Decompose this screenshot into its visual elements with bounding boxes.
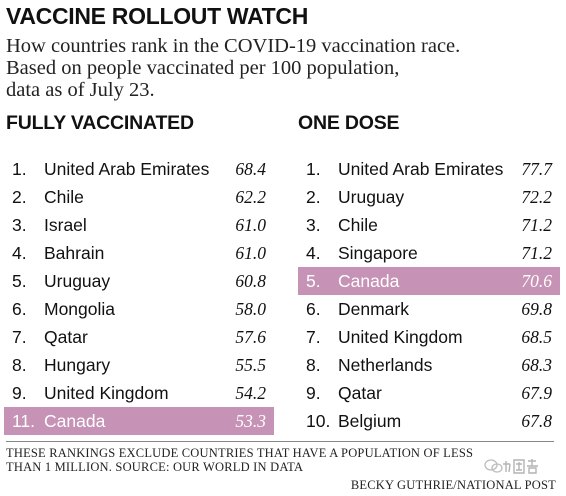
value-label: 68.3 xyxy=(521,355,552,375)
value-label: 72.2 xyxy=(521,187,552,207)
value-label: 68.4 xyxy=(235,159,266,179)
footer-divider xyxy=(6,441,554,442)
table-row: 3. Israel 61.0 xyxy=(4,211,274,239)
table-row: 10. Belgium 67.8 xyxy=(298,407,560,435)
value-label: 57.6 xyxy=(235,327,266,347)
value-label: 68.5 xyxy=(521,327,552,347)
rank-label: 11. xyxy=(12,411,36,431)
value-label: 62.2 xyxy=(235,187,266,207)
footnote-line: THAN 1 MILLION. SOURCE: OUR WORLD IN DAT… xyxy=(6,460,304,474)
country-name: United Kingdom xyxy=(44,383,169,403)
value-label: 55.5 xyxy=(235,355,266,375)
table-row: 1. United Arab Emirates 68.4 xyxy=(4,155,274,183)
rank-label: 5. xyxy=(12,271,27,291)
subtitle-line: How countries rank in the COVID-19 vacci… xyxy=(6,35,461,57)
table-row-highlighted: 5. Canada 70.6 xyxy=(298,267,560,295)
country-name: Netherlands xyxy=(338,355,433,375)
chart-subtitle: How countries rank in the COVID-19 vacci… xyxy=(6,35,546,101)
country-name: United Kingdom xyxy=(338,327,463,347)
country-name: Qatar xyxy=(44,327,88,347)
country-name: Qatar xyxy=(338,383,382,403)
one-dose-table: 1. United Arab Emirates 77.7 2. Uruguay 72.2 3… xyxy=(298,155,560,435)
value-label: 61.0 xyxy=(235,243,266,263)
rank-label: 7. xyxy=(12,327,27,347)
table-row: 9. United Kingdom 54.2 xyxy=(4,379,274,407)
country-name: United Arab Emirates xyxy=(44,159,210,179)
rank-label: 8. xyxy=(306,355,321,375)
chart-title: VACCINE ROLLOUT WATCH xyxy=(6,3,309,29)
rank-label: 6. xyxy=(12,299,27,319)
value-label: 70.6 xyxy=(521,271,552,291)
table-row: 9. Qatar 67.9 xyxy=(298,379,560,407)
rank-label: 3. xyxy=(12,215,27,235)
table-row: 5. Uruguay 60.8 xyxy=(4,267,274,295)
fully-vaccinated-heading: FULLY VACCINATED xyxy=(6,112,194,134)
rank-label: 4. xyxy=(306,243,321,263)
rank-label: 5. xyxy=(306,271,321,291)
country-name: Mongolia xyxy=(44,299,116,319)
table-row: 3. Chile 71.2 xyxy=(298,211,560,239)
footnote: THESE RANKINGS EXCLUDE COUNTRIES THAT HA… xyxy=(6,446,526,474)
wechat-watermark-icon xyxy=(484,459,538,474)
value-label: 71.2 xyxy=(521,215,552,235)
rank-label: 7. xyxy=(306,327,321,347)
country-name: Bahrain xyxy=(44,243,105,263)
value-label: 77.7 xyxy=(521,159,552,179)
country-name: Uruguay xyxy=(338,187,405,207)
rank-label: 2. xyxy=(306,187,321,207)
rank-label: 2. xyxy=(12,187,27,207)
subtitle-line: Based on people vaccinated per 100 popul… xyxy=(6,57,400,79)
country-name: Canada xyxy=(338,271,400,291)
value-label: 54.2 xyxy=(235,383,266,403)
table-row: 7. United Kingdom 68.5 xyxy=(298,323,560,351)
table-row: 8. Netherlands 68.3 xyxy=(298,351,560,379)
rank-label: 1. xyxy=(306,159,321,179)
credit-line: BECKY GUTHRIE/NATIONAL POST xyxy=(350,478,556,492)
table-row: 7. Qatar 57.6 xyxy=(4,323,274,351)
table-row: 1. United Arab Emirates 77.7 xyxy=(298,155,560,183)
value-label: 71.2 xyxy=(521,243,552,263)
table-row: 6. Denmark 69.8 xyxy=(298,295,560,323)
rank-label: 8. xyxy=(12,355,27,375)
country-name: Belgium xyxy=(338,411,402,431)
subtitle-line: data as of July 23. xyxy=(6,79,155,101)
value-label: 67.8 xyxy=(521,411,552,431)
rank-label: 10. xyxy=(306,411,331,431)
value-label: 69.8 xyxy=(521,299,552,319)
rank-label: 4. xyxy=(12,243,27,263)
rank-label: 9. xyxy=(12,383,27,403)
value-label: 60.8 xyxy=(235,271,266,291)
value-label: 58.0 xyxy=(235,299,266,319)
footnote-line: THESE RANKINGS EXCLUDE COUNTRIES THAT HA… xyxy=(6,446,474,460)
table-row: 2. Uruguay 72.2 xyxy=(298,183,560,211)
table-row: 8. Hungary 55.5 xyxy=(4,351,274,379)
rank-label: 9. xyxy=(306,383,321,403)
fully-vaccinated-table: 1. United Arab Emirates 68.4 2. Chile 62.2 3. I… xyxy=(4,155,274,435)
country-name: Canada xyxy=(44,411,106,431)
one-dose-heading: ONE DOSE xyxy=(298,112,400,134)
country-name: Denmark xyxy=(338,299,409,319)
country-name: Israel xyxy=(44,215,87,235)
country-name: United Arab Emirates xyxy=(338,159,504,179)
country-name: Uruguay xyxy=(44,271,111,291)
country-name: Singapore xyxy=(338,243,418,263)
table-row: 4. Bahrain 61.0 xyxy=(4,239,274,267)
value-label: 53.3 xyxy=(235,411,266,431)
rank-label: 3. xyxy=(306,215,321,235)
table-row-highlighted: 11. Canada 53.3 xyxy=(4,407,274,435)
value-label: 61.0 xyxy=(235,215,266,235)
table-row: 6. Mongolia 58.0 xyxy=(4,295,274,323)
country-name: Chile xyxy=(44,187,84,207)
rank-label: 1. xyxy=(12,159,27,179)
country-name: Chile xyxy=(338,215,378,235)
table-row: 2. Chile 62.2 xyxy=(4,183,274,211)
value-label: 67.9 xyxy=(521,383,552,403)
rank-label: 6. xyxy=(306,299,321,319)
country-name: Hungary xyxy=(44,355,111,375)
table-row: 4. Singapore 71.2 xyxy=(298,239,560,267)
